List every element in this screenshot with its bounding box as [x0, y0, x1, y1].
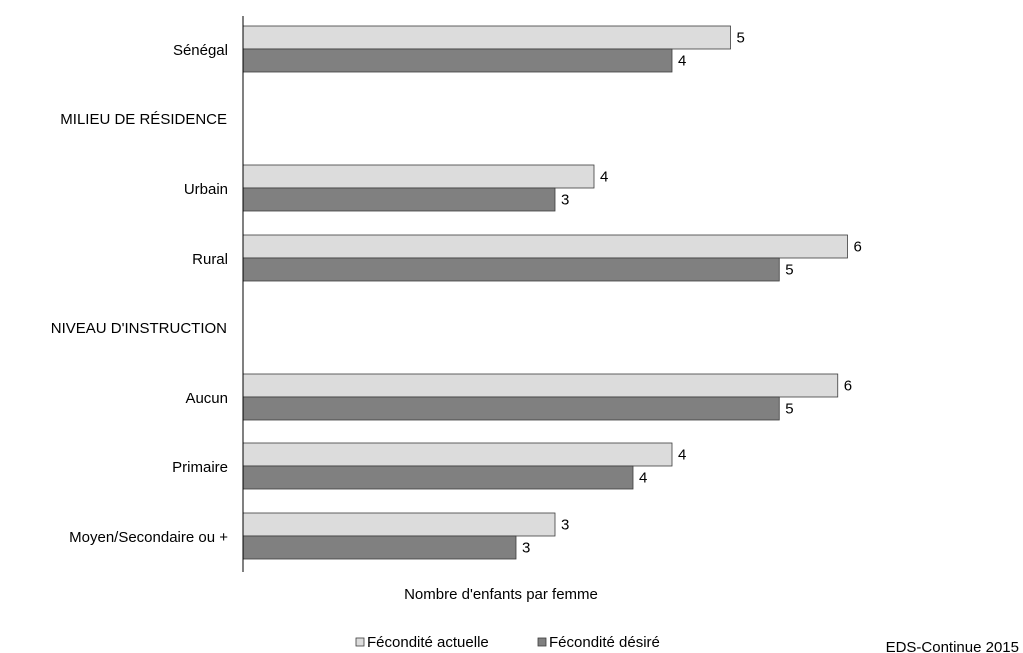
x-axis-title: Nombre d'enfants par femme: [404, 586, 598, 603]
category-label-rural: Rural: [192, 251, 228, 268]
bar-fecondite-actuelle-rural: [242, 234, 848, 259]
bar-fecondite-desire-aucun: [242, 396, 780, 421]
labels-layer: Sénégal 5 4 MILIEU DE RÉSIDENCE Urbain 4 3 Rura…: [51, 30, 862, 557]
category-label-senegal: Sénégal: [173, 42, 228, 59]
data-label-fecondite-actuelle-urbain: 4: [600, 169, 608, 186]
data-label-fecondite-desire-moyen-secondaire-ou: 3: [522, 540, 530, 557]
bar-fecondite-desire-primaire: [242, 465, 634, 490]
source-label: EDS-Continue 2015: [886, 639, 1019, 653]
bar-fecondite-actuelle-moyen-secondaire-ou: [242, 512, 556, 537]
legend-label-fecondite-desire: Fécondité désiré: [549, 634, 660, 651]
bar-fecondite-desire-urbain: [242, 187, 556, 212]
legend-swatch-fecondite-actuelle: [355, 637, 365, 647]
bar-fecondite-actuelle-senegal: [242, 25, 731, 50]
legend-swatch-fecondite-desire: [537, 637, 547, 647]
data-label-fecondite-desire-aucun: 5: [785, 401, 793, 418]
data-label-fecondite-desire-urbain: 3: [561, 192, 569, 209]
category-label-moyen-secondaire-ou: Moyen/Secondaire ou +: [69, 529, 228, 546]
data-label-fecondite-desire-rural: 5: [785, 262, 793, 279]
data-label-fecondite-actuelle-rural: 6: [854, 239, 862, 256]
bar-fecondite-actuelle-aucun: [242, 373, 839, 398]
data-label-fecondite-actuelle-moyen-secondaire-ou: 3: [561, 517, 569, 534]
bar-fecondite-desire-senegal: [242, 48, 673, 73]
legend-label-fecondite-actuelle: Fécondité actuelle: [367, 634, 489, 651]
category-label-aucun: Aucun: [185, 390, 228, 407]
section-header-milieu-de-residence: MILIEU DE RÉSIDENCE: [60, 111, 227, 128]
bars-layer: [242, 25, 848, 560]
data-label-fecondite-actuelle-senegal: 5: [737, 30, 745, 47]
data-label-fecondite-desire-primaire: 4: [639, 470, 647, 487]
bar-fecondite-actuelle-urbain: [242, 164, 595, 189]
data-label-fecondite-actuelle-primaire: 4: [678, 447, 686, 464]
section-header-niveau-d-instruction: NIVEAU D'INSTRUCTION: [51, 320, 227, 337]
bar-fecondite-desire-rural: [242, 257, 780, 282]
category-label-urbain: Urbain: [184, 181, 228, 198]
data-label-fecondite-actuelle-aucun: 6: [844, 378, 852, 395]
bar-fecondite-actuelle-primaire: [242, 442, 673, 467]
data-label-fecondite-desire-senegal: 4: [678, 53, 686, 70]
bar-fecondite-desire-moyen-secondaire-ou: [242, 535, 517, 560]
legend: Fécondité actuelle Fécondité désiré: [355, 634, 660, 651]
category-label-primaire: Primaire: [172, 459, 228, 476]
